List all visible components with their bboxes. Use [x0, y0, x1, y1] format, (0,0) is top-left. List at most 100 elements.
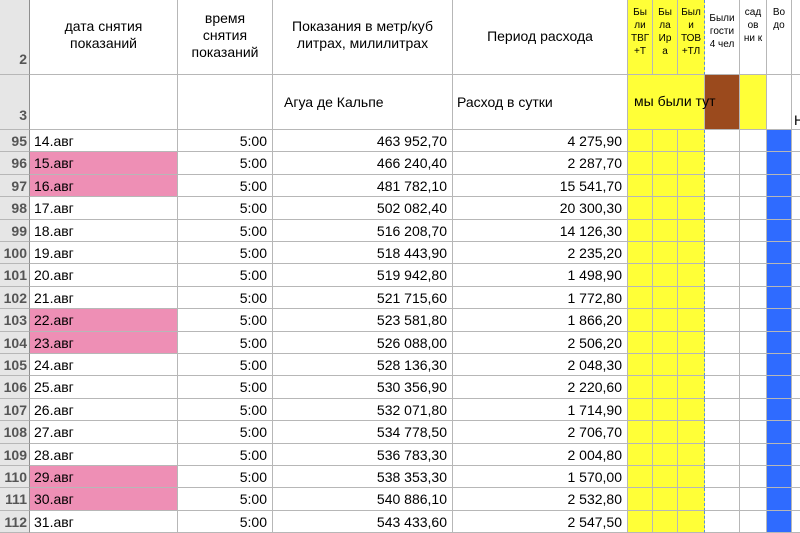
daily-cell[interactable]: 2 532,80 [453, 488, 628, 511]
row-header[interactable]: 105 [0, 354, 30, 377]
header-col-f[interactable]: Бы ли ТВГ +Т [628, 0, 653, 75]
col-k-cell[interactable] [767, 331, 792, 354]
header-col-i[interactable]: Были гости 4 чел [705, 0, 740, 75]
col-k-cell[interactable] [767, 197, 792, 220]
col-i-cell[interactable] [705, 510, 740, 533]
col-h-cell[interactable] [678, 510, 705, 533]
col-j-cell[interactable] [740, 130, 767, 153]
col-k-cell[interactable] [767, 219, 792, 242]
col-f-cell[interactable] [628, 174, 653, 198]
col-l-cell[interactable] [792, 332, 800, 354]
col-h-cell[interactable] [678, 376, 705, 399]
time-cell[interactable]: 5:00 [178, 331, 273, 354]
time-cell[interactable]: 5:00 [178, 421, 273, 444]
col-g-cell[interactable] [653, 264, 678, 287]
col-i-cell[interactable] [705, 398, 740, 422]
col-f-cell[interactable] [628, 510, 653, 533]
col-k-cell[interactable] [767, 466, 792, 489]
reading-cell[interactable]: 481 782,10 [273, 174, 453, 198]
reading-cell[interactable]: 528 136,30 [273, 354, 453, 377]
daily-cell[interactable]: 2 235,20 [453, 242, 628, 265]
time-cell[interactable]: 5:00 [178, 376, 273, 399]
col-g-cell[interactable] [653, 354, 678, 377]
col-i-cell[interactable] [705, 197, 740, 220]
col-f-cell[interactable] [628, 264, 653, 287]
time-cell[interactable]: 5:00 [178, 130, 273, 153]
header-col-j-sub[interactable] [740, 75, 767, 130]
col-g-cell[interactable] [653, 174, 678, 198]
col-h-cell[interactable] [678, 219, 705, 242]
col-i-cell[interactable] [705, 130, 740, 153]
col-l-cell[interactable] [792, 466, 800, 489]
col-j-cell[interactable] [740, 443, 767, 466]
reading-cell[interactable]: 540 886,10 [273, 488, 453, 511]
header-col-k-sub[interactable] [767, 75, 792, 130]
col-f-cell[interactable] [628, 376, 653, 399]
col-g-cell[interactable] [653, 376, 678, 399]
col-j-cell[interactable] [740, 242, 767, 265]
col-h-cell[interactable] [678, 152, 705, 175]
row-header[interactable]: 95 [0, 130, 30, 153]
date-cell[interactable]: 26.авг [30, 398, 178, 422]
col-j-cell[interactable] [740, 488, 767, 511]
date-cell[interactable]: 18.авг [30, 219, 178, 242]
col-g-cell[interactable] [653, 286, 678, 310]
header-col-j[interactable]: сад ов ни к [740, 0, 767, 75]
date-cell[interactable]: 31.авг [30, 510, 178, 533]
col-l-cell[interactable] [792, 309, 800, 332]
col-k-cell[interactable] [767, 398, 792, 422]
reading-cell[interactable]: 523 581,80 [273, 309, 453, 332]
col-i-cell[interactable] [705, 331, 740, 354]
row-header[interactable]: 99 [0, 219, 30, 242]
daily-cell[interactable]: 1 570,00 [453, 466, 628, 489]
date-cell[interactable]: 14.авг [30, 130, 178, 153]
header-col-l-sub[interactable] [792, 75, 800, 130]
daily-cell[interactable]: 2 004,80 [453, 443, 628, 466]
header-merged-yellow[interactable] [628, 75, 705, 130]
header-col-g[interactable]: Бы ла Ир а [653, 0, 678, 75]
col-g-cell[interactable] [653, 466, 678, 489]
col-k-cell[interactable] [767, 174, 792, 198]
daily-cell[interactable]: 2 547,50 [453, 510, 628, 533]
row-header[interactable]: 97 [0, 174, 30, 198]
date-cell[interactable]: 15.авг [30, 152, 178, 175]
col-f-cell[interactable] [628, 443, 653, 466]
col-h-cell[interactable] [678, 421, 705, 444]
time-cell[interactable]: 5:00 [178, 174, 273, 198]
col-k-cell[interactable] [767, 309, 792, 332]
col-j-cell[interactable] [740, 421, 767, 444]
header-col-i-sub[interactable] [705, 75, 740, 130]
header-col-k[interactable]: Во до [767, 0, 792, 75]
col-k-cell[interactable] [767, 488, 792, 511]
time-cell[interactable]: 5:00 [178, 466, 273, 489]
date-cell[interactable]: 28.авг [30, 443, 178, 466]
col-g-cell[interactable] [653, 510, 678, 533]
reading-cell[interactable]: 534 778,50 [273, 421, 453, 444]
col-f-cell[interactable] [628, 152, 653, 175]
col-i-cell[interactable] [705, 466, 740, 489]
col-h-cell[interactable] [678, 242, 705, 265]
time-cell[interactable]: 5:00 [178, 443, 273, 466]
col-i-cell[interactable] [705, 309, 740, 332]
daily-cell[interactable]: 15 541,70 [453, 174, 628, 198]
col-i-cell[interactable] [705, 219, 740, 242]
col-j-cell[interactable] [740, 219, 767, 242]
date-cell[interactable]: 19.авг [30, 242, 178, 265]
col-l-cell[interactable] [792, 488, 800, 511]
daily-cell[interactable]: 2 506,20 [453, 331, 628, 354]
col-j-cell[interactable] [740, 510, 767, 533]
date-cell[interactable]: 20.авг [30, 264, 178, 287]
time-cell[interactable]: 5:00 [178, 197, 273, 220]
reading-cell[interactable]: 516 208,70 [273, 219, 453, 242]
reading-cell[interactable]: 532 071,80 [273, 398, 453, 422]
date-cell[interactable]: 24.авг [30, 354, 178, 377]
col-f-cell[interactable] [628, 488, 653, 511]
row-header[interactable]: 107 [0, 398, 30, 422]
col-j-cell[interactable] [740, 309, 767, 332]
daily-cell[interactable]: 1 714,90 [453, 398, 628, 422]
col-f-cell[interactable] [628, 197, 653, 220]
date-cell[interactable]: 23.авг [30, 331, 178, 354]
col-l-cell[interactable] [792, 175, 800, 198]
col-j-cell[interactable] [740, 331, 767, 354]
col-l-cell[interactable] [792, 264, 800, 287]
